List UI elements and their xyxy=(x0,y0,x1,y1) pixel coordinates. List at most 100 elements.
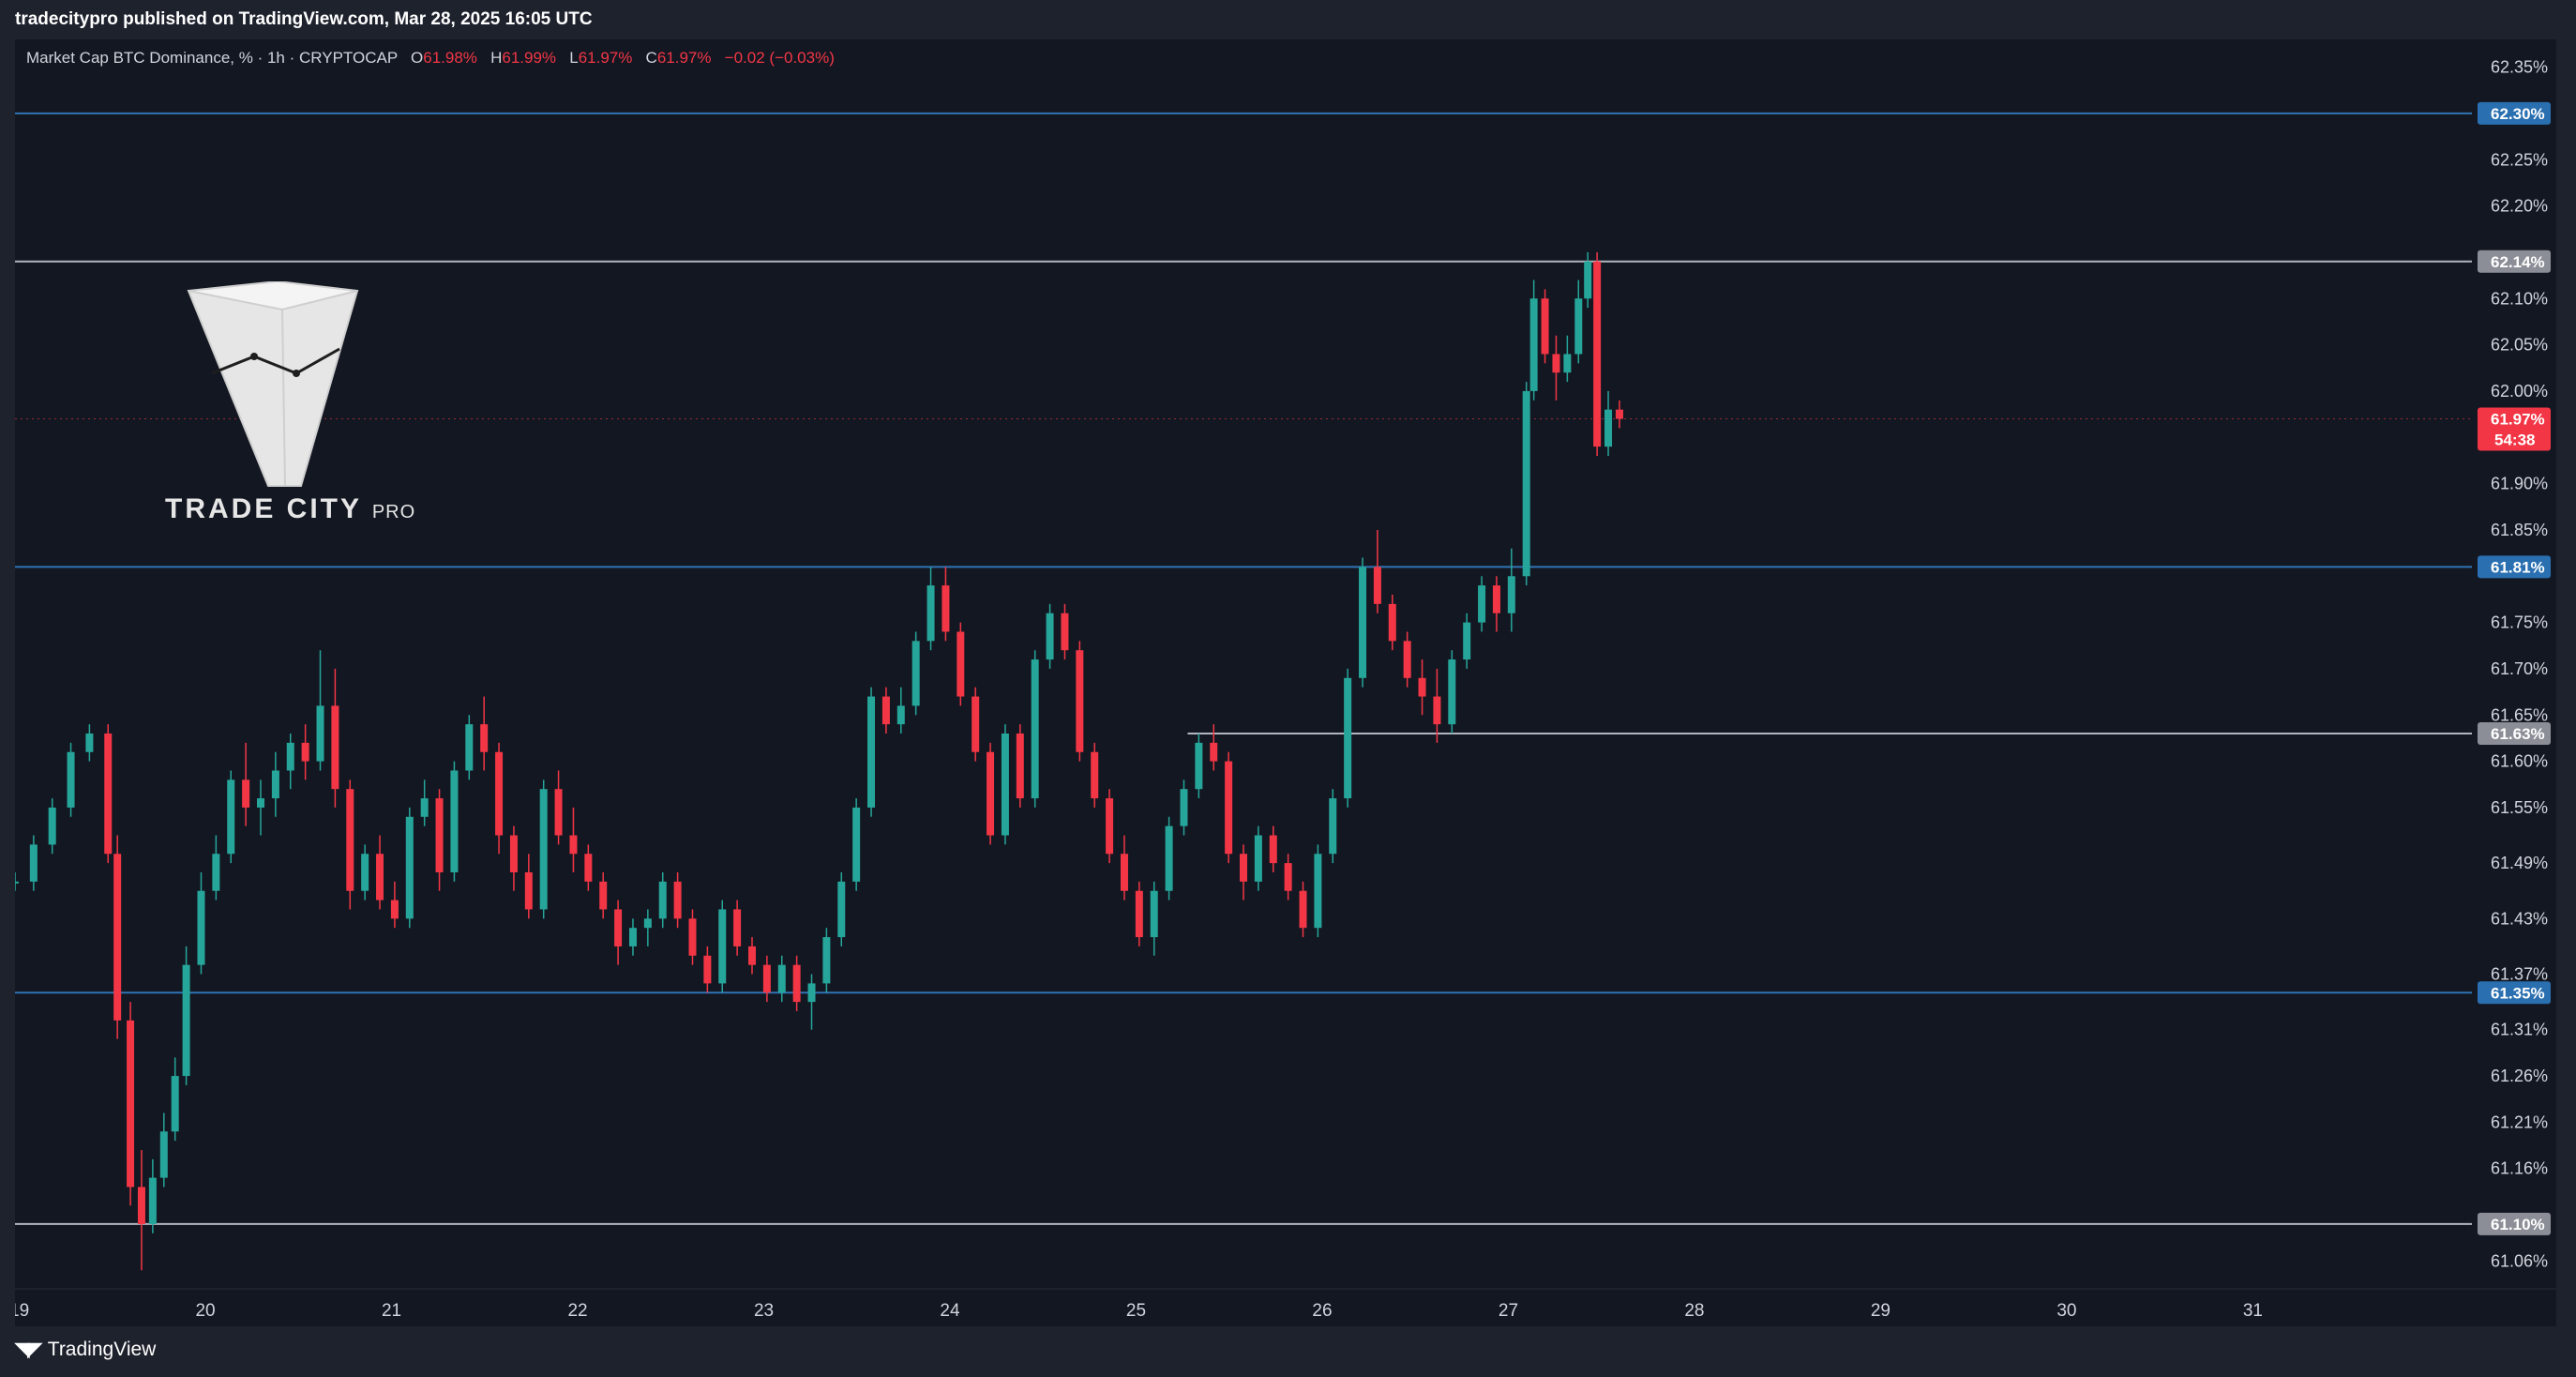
candle-body xyxy=(733,909,742,946)
candle-body xyxy=(1254,835,1262,882)
footer[interactable]: ◥◤ TradingView xyxy=(15,1338,156,1361)
candle-body xyxy=(822,937,831,984)
candle-body xyxy=(569,835,578,855)
candle-body xyxy=(450,770,459,872)
y-tick-label: 62.25% xyxy=(2491,150,2548,169)
x-tick-label: 28 xyxy=(1684,1301,1704,1321)
y-tick-label: 61.37% xyxy=(2491,965,2548,984)
candle-body xyxy=(1284,863,1292,891)
candle-body xyxy=(1225,761,1233,855)
candle-body xyxy=(703,955,712,984)
candle-body xyxy=(584,854,593,882)
level-price-tag xyxy=(2478,722,2551,745)
candle-body xyxy=(1604,409,1613,447)
candle-body xyxy=(286,742,294,771)
candle-body xyxy=(1448,659,1456,725)
y-tick-label: 61.85% xyxy=(2491,521,2548,539)
y-tick-label: 61.31% xyxy=(2491,1021,2548,1039)
candle-body xyxy=(1507,576,1515,613)
candle-body xyxy=(67,751,75,808)
level-price-tag xyxy=(2478,101,2551,125)
level-price-label: 61.63% xyxy=(2491,725,2545,743)
y-tick-label: 61.90% xyxy=(2491,475,2548,493)
candle-body xyxy=(837,881,846,938)
level-price-tag xyxy=(2478,555,2551,579)
y-tick-label: 61.43% xyxy=(2491,909,2548,928)
y-tick-label: 61.21% xyxy=(2491,1112,2548,1131)
chart-frame[interactable]: 62.35% 62.25% 62.20% 62.10% 62.05% 62.00% 61.9… xyxy=(15,39,2556,1326)
tradingview-logo-icon: ◥◤ xyxy=(15,1339,42,1360)
candle-body xyxy=(242,779,250,808)
candle-body xyxy=(1180,789,1188,826)
y-tick-label: 61.06% xyxy=(2491,1251,2548,1270)
axis-layer: 62.35% 62.25% 62.20% 62.10% 62.05% 62.00% 61.9… xyxy=(15,39,2556,1326)
candles-layer xyxy=(15,251,1623,1271)
footer-brand: TradingView xyxy=(47,1338,157,1360)
logo-text: TRADE CITY PRO xyxy=(165,493,415,525)
candle-body xyxy=(688,918,697,956)
candle-body xyxy=(376,854,384,900)
candle-body xyxy=(29,844,38,882)
candle-body xyxy=(390,900,399,919)
candle-body xyxy=(346,789,354,891)
candle-body xyxy=(748,946,756,965)
y-tick-label: 61.26% xyxy=(2491,1067,2548,1085)
candle-body xyxy=(942,585,950,632)
candle-body xyxy=(257,798,264,808)
candle-body xyxy=(15,881,19,884)
y-tick-label: 62.10% xyxy=(2491,289,2548,308)
candle-body xyxy=(1299,890,1307,929)
candle-body xyxy=(1046,613,1054,660)
levels-layer xyxy=(15,112,2472,1225)
legend-close-label: C xyxy=(645,49,657,67)
x-tick-label: 24 xyxy=(940,1301,960,1321)
candle-body xyxy=(1195,742,1203,790)
candle-body xyxy=(1584,261,1592,299)
candle-body xyxy=(361,854,369,891)
candle-body xyxy=(554,789,563,836)
candle-body xyxy=(316,705,324,762)
candle-body xyxy=(227,779,235,855)
logo-text-sub: PRO xyxy=(371,502,416,522)
candle-body xyxy=(1150,890,1158,938)
candle-body xyxy=(1403,641,1411,678)
candle-body xyxy=(1373,567,1381,604)
candle-body xyxy=(1593,261,1602,447)
candle-body xyxy=(643,918,652,929)
candle-body xyxy=(1329,798,1337,855)
chart-svg[interactable]: 62.35% 62.25% 62.20% 62.10% 62.05% 62.00% 61.9… xyxy=(15,39,2556,1326)
x-tick-label: 20 xyxy=(195,1301,215,1321)
candle-body xyxy=(271,770,279,799)
x-tick-label: 21 xyxy=(382,1301,401,1321)
candle-body xyxy=(127,1020,135,1188)
legend-change: −0.02 (−0.03%) xyxy=(724,49,835,67)
candle-body xyxy=(718,909,727,984)
y-tick-label: 61.49% xyxy=(2491,854,2548,872)
y-tick-label: 61.65% xyxy=(2491,705,2548,724)
logo-text-main: TRADE CITY xyxy=(165,493,362,524)
level-price-tag xyxy=(2478,1212,2551,1235)
candle-body xyxy=(182,964,190,1077)
candle-body xyxy=(113,854,122,1021)
candle-body xyxy=(1522,390,1530,577)
x-tick-label: 19 xyxy=(15,1301,29,1321)
candle-body xyxy=(777,964,786,993)
candle-body xyxy=(1120,854,1128,891)
candle-body xyxy=(1563,354,1572,373)
candle-body xyxy=(524,872,533,910)
candle-body xyxy=(85,734,94,752)
candle-body xyxy=(957,631,965,697)
candle-body xyxy=(435,798,444,872)
candle-body xyxy=(1135,890,1143,938)
candle-body xyxy=(1001,734,1009,836)
y-tick-label: 61.16% xyxy=(2491,1159,2548,1178)
trade-city-logo-icon xyxy=(187,281,359,487)
candle-body xyxy=(48,807,56,845)
x-tick-label: 29 xyxy=(1871,1301,1891,1321)
y-tick-label: 62.05% xyxy=(2491,336,2548,355)
level-price-label: 61.10% xyxy=(2491,1216,2545,1233)
candle-body xyxy=(1541,298,1549,355)
candle-body xyxy=(1529,298,1538,391)
legend-symbol: Market Cap BTC Dominance, % · 1h · CRYPT… xyxy=(26,49,398,67)
level-price-tag xyxy=(2478,981,2551,1005)
